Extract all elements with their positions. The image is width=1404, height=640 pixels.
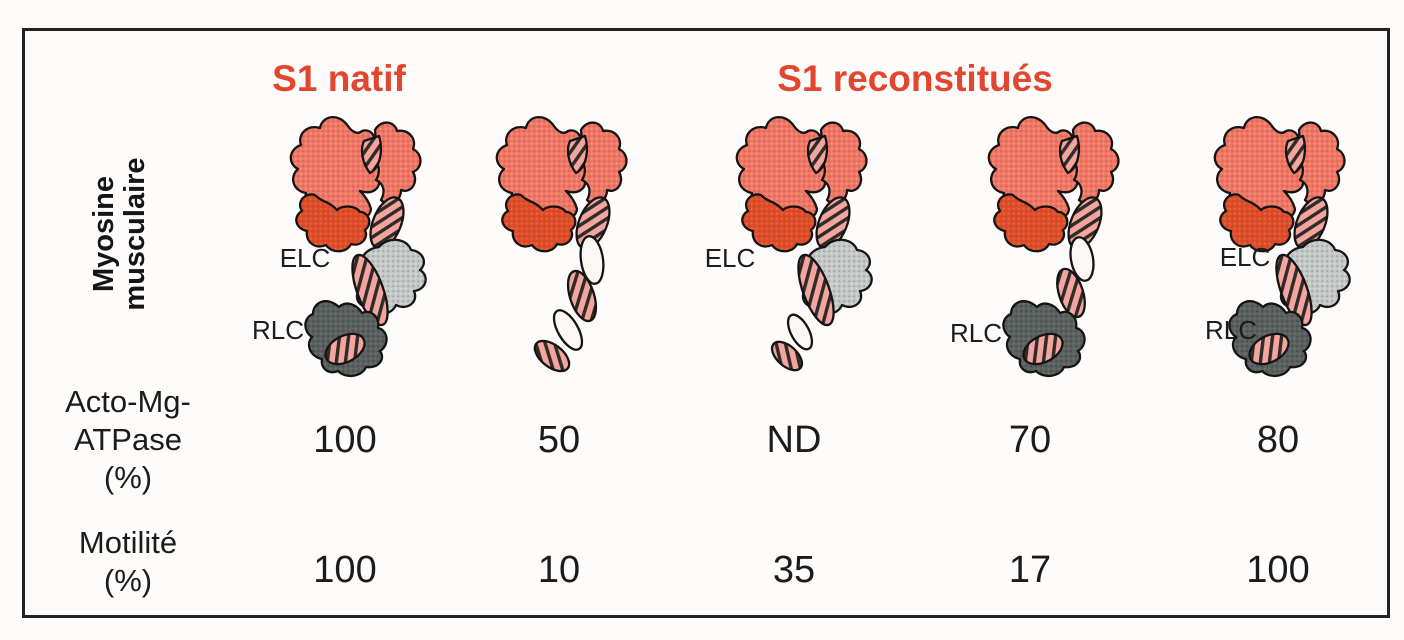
atpase-value-col1: 100 <box>313 419 377 461</box>
elc-label-col1: ELC <box>279 243 331 273</box>
rlc-label-col5: RLC <box>1204 315 1258 345</box>
rlc-label-col1: RLC <box>251 315 305 345</box>
rlc-label-col4: RLC <box>949 318 1003 348</box>
row-label-line: Acto-Mg- <box>65 384 191 419</box>
motilite-value-col2: 10 <box>537 549 581 591</box>
atpase-value-col2: 50 <box>537 419 581 461</box>
row-label-line: (%) <box>103 460 153 495</box>
left-axis-label-line2: musculaire <box>119 157 151 311</box>
motilite-value-col3: 35 <box>772 549 816 591</box>
row-label-line: ATPase <box>74 422 182 457</box>
motilite-value-col5: 100 <box>1246 549 1310 591</box>
group-title-s1-natif: S1 natif <box>272 58 406 99</box>
motilite-value-col4: 17 <box>1008 549 1052 591</box>
elc-label-col3: ELC <box>704 243 756 273</box>
figure-border <box>22 28 1390 618</box>
left-axis-label-line1: Myosine <box>88 175 120 293</box>
molecule-s1-sans-chaines-legeres <box>495 115 628 373</box>
elc-label-col5: ELC <box>1219 242 1271 272</box>
left-axis-label-myosine-musculaire: Myosine musculaire <box>88 157 151 311</box>
atpase-value-col4: 70 <box>1008 419 1052 461</box>
row-label-line: (%) <box>103 563 153 598</box>
group-title-s1-reconstitues: S1 reconstitués <box>777 58 1053 99</box>
atpase-value-col5: 80 <box>1256 419 1300 461</box>
molecule-s1-elc-seule <box>735 115 873 372</box>
row-label-line: Motilité <box>78 525 178 560</box>
molecule-s1-rlc-seule <box>987 115 1120 378</box>
atpase-value-col3: ND <box>766 419 822 461</box>
row-label-motilite: Motilité (%) <box>79 524 177 600</box>
row-label-acto-mg-atpase: Acto-Mg- ATPase (%) <box>65 383 191 497</box>
motilite-value-col1: 100 <box>313 549 377 591</box>
